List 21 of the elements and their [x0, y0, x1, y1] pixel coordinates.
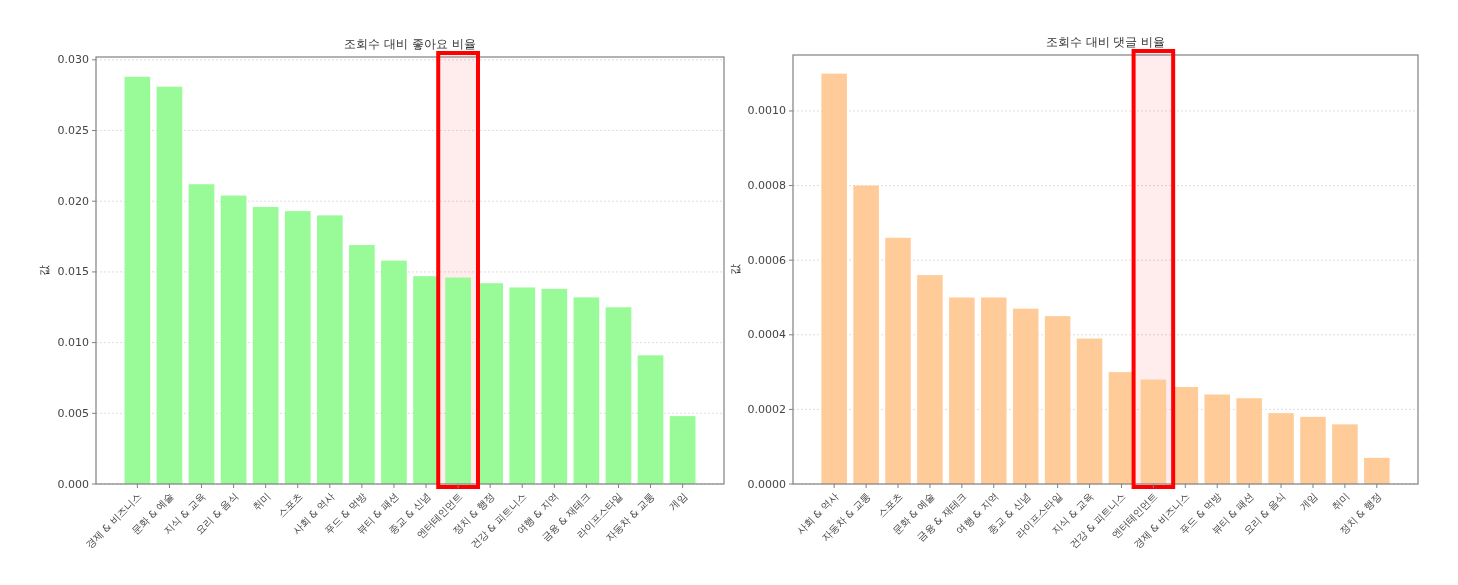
x-tick-label: 취미: [1329, 490, 1352, 513]
y-axis-title: 값: [38, 265, 51, 276]
x-tick-label: 게임: [667, 490, 690, 513]
y-tick-label: 0.030: [57, 53, 89, 67]
y-tick-label: 0.0004: [747, 328, 786, 342]
y-tick-label: 0.0002: [747, 402, 786, 416]
y-tick-label: 0.000: [57, 477, 89, 491]
y-tick-label: 0.005: [57, 406, 89, 420]
y-tick-label: 0.0000: [747, 477, 786, 491]
y-tick-label: 0.015: [57, 265, 89, 279]
y-tick-label: 0.0006: [747, 253, 786, 267]
y-tick-label: 0.0008: [747, 179, 786, 193]
y-tick-label: 0.020: [57, 194, 89, 208]
y-tick-label: 0.0010: [747, 104, 786, 118]
chart-title: 조회수 대비 좋아요 비율: [344, 37, 476, 51]
y-axis-title: 값: [729, 264, 742, 275]
y-tick-label: 0.025: [57, 124, 89, 138]
chart-title: 조회수 대비 댓글 비율: [1045, 35, 1166, 49]
x-tick-label: 게임: [1297, 490, 1320, 513]
x-tick-label: 취미: [250, 490, 273, 513]
y-tick-label: 0.010: [57, 336, 89, 350]
